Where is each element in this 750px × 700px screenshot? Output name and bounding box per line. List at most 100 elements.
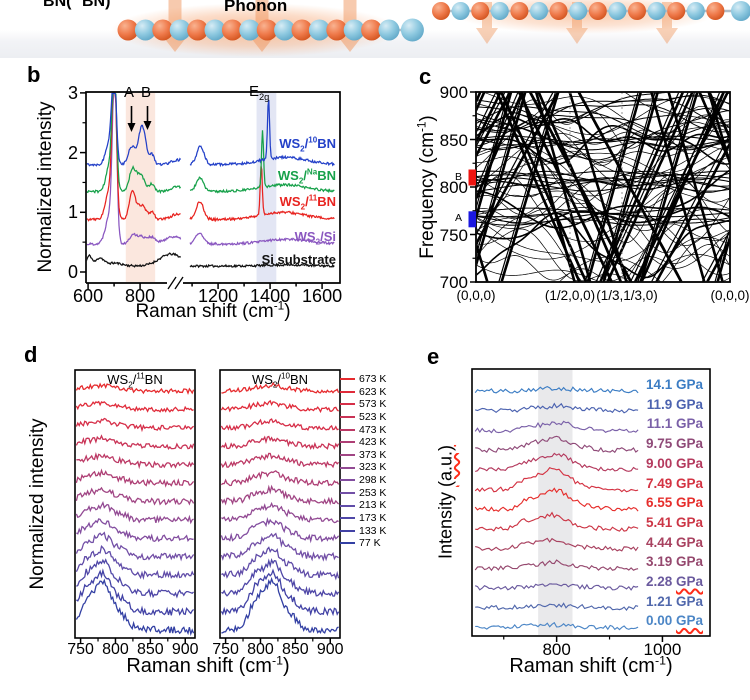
legend-label: 298 K bbox=[359, 474, 387, 487]
label-sub: 2 bbox=[128, 380, 133, 390]
legend-swatch bbox=[340, 517, 355, 520]
panel-b-x-axis-label: Raman shift (cm-1) bbox=[135, 299, 291, 323]
pressure-unit: GPa bbox=[675, 377, 703, 392]
label-post: BN bbox=[317, 194, 336, 209]
panel-d-y-axis-label: Normalized intensity bbox=[27, 418, 48, 590]
label-sub: 2 bbox=[272, 380, 278, 390]
label-sup: 11 bbox=[308, 193, 318, 203]
c-k-label: (0,0,0) bbox=[456, 288, 496, 303]
b-x-tick: 600 bbox=[73, 286, 104, 306]
isotope-sup-11: 11 bbox=[71, 0, 81, 3]
c-y-tick: 800 bbox=[439, 178, 468, 197]
isotope-text-2: BN) bbox=[81, 0, 111, 10]
panel-letter-d: d bbox=[24, 342, 38, 367]
c-marker-A: A bbox=[455, 212, 463, 225]
phonon-label: Phonon bbox=[224, 0, 288, 15]
label-mid: / bbox=[305, 194, 309, 209]
label-post: BN bbox=[289, 372, 309, 387]
legend-swatch bbox=[340, 428, 355, 431]
curve-label-ws2-10bn: WS2/10BN bbox=[236, 135, 336, 154]
d-legend-row: 423 K bbox=[340, 437, 386, 448]
pressure-unit: GPa bbox=[675, 455, 703, 471]
label-pre: WS bbox=[279, 194, 301, 209]
legend-swatch bbox=[340, 529, 355, 532]
d-xlabel-sup: -1 bbox=[271, 653, 283, 668]
label-sub: 2 bbox=[315, 237, 321, 247]
legend-swatch bbox=[340, 542, 355, 545]
e-xlabel-post: ) bbox=[665, 655, 673, 677]
peak-annotation-B: B bbox=[141, 84, 152, 101]
legend-swatch bbox=[340, 441, 355, 444]
label-sup: 10 bbox=[281, 371, 290, 381]
e-pressure-label: 3.19 GPa bbox=[595, 554, 703, 569]
legend-label: 423 K bbox=[359, 436, 387, 449]
d-xlabel-post: ) bbox=[282, 655, 290, 677]
panel-d-x-axis-label: Raman shift (cm-1) bbox=[126, 653, 290, 678]
e-pressure-label: 11.9 GPa bbox=[595, 397, 703, 412]
pressure-value: 1.21 bbox=[645, 593, 673, 609]
d-x-tick: 900 bbox=[316, 641, 344, 658]
label-pre: Si substrate bbox=[261, 252, 336, 267]
label-post: BN bbox=[144, 372, 163, 387]
b-x-tick: 1400 bbox=[250, 286, 291, 306]
legend-label: 373 K bbox=[359, 448, 387, 461]
legend-swatch bbox=[340, 453, 355, 456]
d-legend-row: 323 K bbox=[340, 462, 386, 473]
c-ylabel-sup: -1 bbox=[415, 121, 429, 133]
pressure-value: 0.00 bbox=[645, 613, 673, 629]
legend-label: 573 K bbox=[359, 398, 387, 411]
e2g-annotation: E2g bbox=[249, 83, 269, 102]
b-x-tick: 1200 bbox=[198, 286, 239, 306]
pressure-value: 11.9 bbox=[646, 396, 673, 412]
c-y-tick: 900 bbox=[439, 83, 468, 102]
panel-b-y-axis-label: Normalized intensity bbox=[35, 101, 56, 273]
b-xlabel-post: ) bbox=[284, 301, 291, 322]
label-sup: 10 bbox=[308, 135, 318, 145]
label-sub: 2 bbox=[300, 144, 305, 154]
c-y-tick: 850 bbox=[439, 130, 468, 150]
curve-label-ws2-nabn: WS2/NaBN bbox=[236, 167, 336, 186]
d-legend-row: 298 K bbox=[340, 475, 386, 486]
label-sub: 2 bbox=[298, 176, 304, 186]
panel-letter-c: c bbox=[419, 64, 432, 89]
pressure-value: 11.1 bbox=[646, 416, 673, 432]
d-x-tick: 900 bbox=[171, 641, 199, 658]
d-panel-title: WS2/10BN bbox=[223, 371, 337, 390]
d-legend-row: 213 K bbox=[340, 500, 386, 511]
legend-swatch bbox=[340, 390, 355, 393]
d-x-tick: 800 bbox=[247, 641, 274, 658]
label-mid: / bbox=[277, 372, 282, 387]
label-sup: 11 bbox=[136, 371, 145, 381]
pressure-value: 4.44 bbox=[645, 534, 673, 550]
e-xlabel-sup: -1 bbox=[654, 653, 666, 668]
e-pressure-label: 9.00 GPa bbox=[595, 456, 703, 471]
legend-label: 473 K bbox=[359, 423, 387, 436]
b-xlabel-sup: -1 bbox=[273, 299, 285, 313]
pressure-unit: GPa bbox=[675, 436, 703, 452]
c-marker-B: B bbox=[455, 170, 463, 183]
e-pressure-label: 4.44 GPa bbox=[595, 535, 703, 550]
legend-label: 523 K bbox=[359, 410, 387, 423]
isotope-sup-10: 10 bbox=[32, 0, 43, 3]
label-sub: 2 bbox=[300, 202, 306, 212]
pressure-value: 7.49 bbox=[645, 475, 673, 491]
legend-label: 77 K bbox=[359, 537, 381, 550]
b-xlabel-pre: Raman shift (cm bbox=[135, 301, 274, 322]
legend-swatch bbox=[340, 466, 355, 469]
d-panel-title: WS2/11BN bbox=[78, 371, 192, 390]
label-sup: Na bbox=[306, 167, 318, 177]
e-pressure-label: 1.21 GPa bbox=[595, 594, 703, 609]
label-post: BN bbox=[317, 168, 336, 183]
legend-label: 133 K bbox=[359, 524, 387, 537]
label-post: BN bbox=[317, 136, 336, 151]
d-x-tick: 750 bbox=[212, 641, 239, 658]
d-legend-row: 77 K bbox=[340, 538, 381, 549]
legend-label: 173 K bbox=[359, 511, 387, 524]
panel-letter-b: b bbox=[27, 62, 41, 87]
phonon-chain-illustration bbox=[110, 0, 750, 57]
pressure-value: 3.19 bbox=[645, 554, 673, 570]
e-pressure-label: 7.49 GPa bbox=[595, 476, 703, 491]
b-x-tick: 1600 bbox=[302, 286, 343, 306]
d-x-tick: 800 bbox=[102, 641, 129, 658]
